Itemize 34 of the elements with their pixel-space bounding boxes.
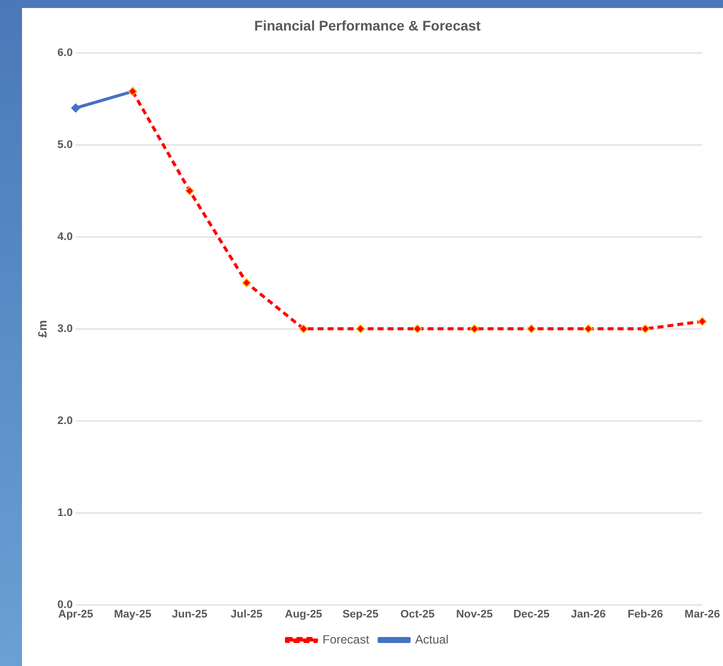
x-tick-label: Apr-25 [58,608,94,620]
x-tick-label: Dec-25 [513,608,550,620]
point [71,104,80,112]
point [698,316,707,326]
x-tick-label: Jan-26 [570,608,606,620]
point [242,278,252,288]
point [412,324,422,334]
x-tick-label: Nov-25 [456,608,493,620]
x-tick-label: Jun-25 [172,608,208,620]
legend-label: Actual [415,632,449,646]
legend-label: Forecast [322,632,370,646]
x-tick-label: Sep-25 [342,608,379,620]
y-tick-label: 3.0 [57,322,73,335]
point [470,324,479,334]
point [584,324,593,334]
y-tick-label: 6.0 [57,46,73,59]
y-axis-title: £m [36,320,50,338]
point [356,324,365,334]
y-tick-label: 5.0 [57,138,73,151]
y-tick-label: 1.0 [57,506,73,519]
point [640,324,650,334]
y-tick-label: 2.0 [57,414,73,427]
x-tick-label: May-25 [114,608,152,620]
x-tick-label: Mar-26 [684,608,720,620]
x-tick-label: Jul-25 [230,608,262,620]
y-tick-label: 0.0 [57,598,73,611]
x-tick-label: Oct-25 [400,608,435,620]
point [526,324,536,334]
point [185,186,194,196]
point [299,324,308,334]
x-tick-label: Feb-26 [628,608,664,620]
x-tick-label: Aug-25 [284,608,322,620]
chart-title: Financial Performance & Forecast [254,17,482,34]
y-tick-label: 4.0 [57,230,73,243]
